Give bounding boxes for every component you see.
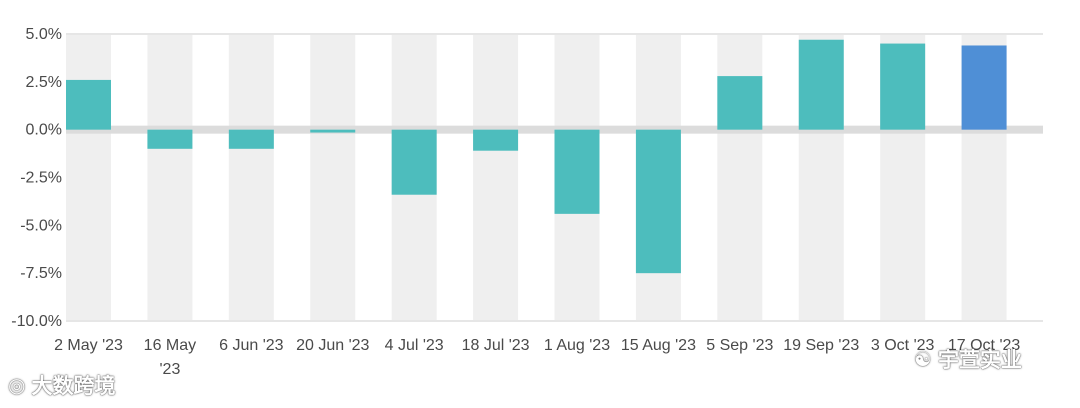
y-tick-label: -7.5% — [20, 265, 62, 282]
bar — [391, 129, 437, 195]
bar — [961, 45, 1007, 130]
x-tick-label: 1 Aug '23 — [544, 337, 610, 354]
y-tick-label: 0.0% — [26, 122, 62, 139]
bar — [473, 129, 519, 151]
x-tick-label: 2 May '23 — [54, 337, 123, 354]
x-tick-label: 3 Oct '23 — [871, 337, 935, 354]
x-tick-label: 20 Jun '23 — [296, 337, 369, 354]
x-tick-label: 17 Oct '23 — [948, 337, 1021, 354]
bar — [228, 129, 274, 149]
zero-line — [66, 125, 1043, 134]
x-tick-label: 19 Sep '23 — [783, 337, 859, 354]
x-tick-label: 5 Sep '23 — [706, 337, 773, 354]
watermark-right: ☯ 宇萱实业 — [914, 344, 1022, 374]
watermark-left-text: 大数跨境 — [31, 375, 116, 398]
x-tick-label: 6 Jun '23 — [219, 337, 284, 354]
bar — [147, 129, 193, 149]
x-tick-label: '23 — [159, 361, 180, 378]
bar — [717, 76, 763, 130]
bg-band — [473, 34, 519, 321]
bg-band — [228, 34, 274, 321]
bar — [635, 129, 681, 274]
bar — [66, 79, 111, 130]
watermark-right-text: 宇萱实业 — [937, 349, 1022, 372]
bg-band — [147, 34, 193, 321]
y-tick-label: -5.0% — [20, 217, 62, 234]
x-tick-label: 18 Jul '23 — [462, 337, 530, 354]
x-tick-label: 15 Aug '23 — [621, 337, 696, 354]
y-tick-label: 2.5% — [26, 74, 62, 91]
x-tick-label: 4 Jul '23 — [385, 337, 444, 354]
watermark-left: ◎ 大数跨境 — [8, 370, 115, 400]
bg-band — [66, 34, 111, 321]
x-tick-label: 16 May — [144, 337, 196, 354]
y-tick-label: -10.0% — [11, 313, 62, 330]
weibo-icon: ◎ — [8, 374, 26, 397]
bar — [798, 39, 844, 130]
bar — [310, 129, 356, 133]
y-tick-label: -2.5% — [20, 170, 62, 187]
bar — [880, 43, 926, 130]
wechat-icon: ☯ — [914, 348, 932, 371]
bg-band — [310, 34, 356, 321]
y-tick-label: 5.0% — [26, 26, 62, 43]
bar — [554, 129, 600, 214]
